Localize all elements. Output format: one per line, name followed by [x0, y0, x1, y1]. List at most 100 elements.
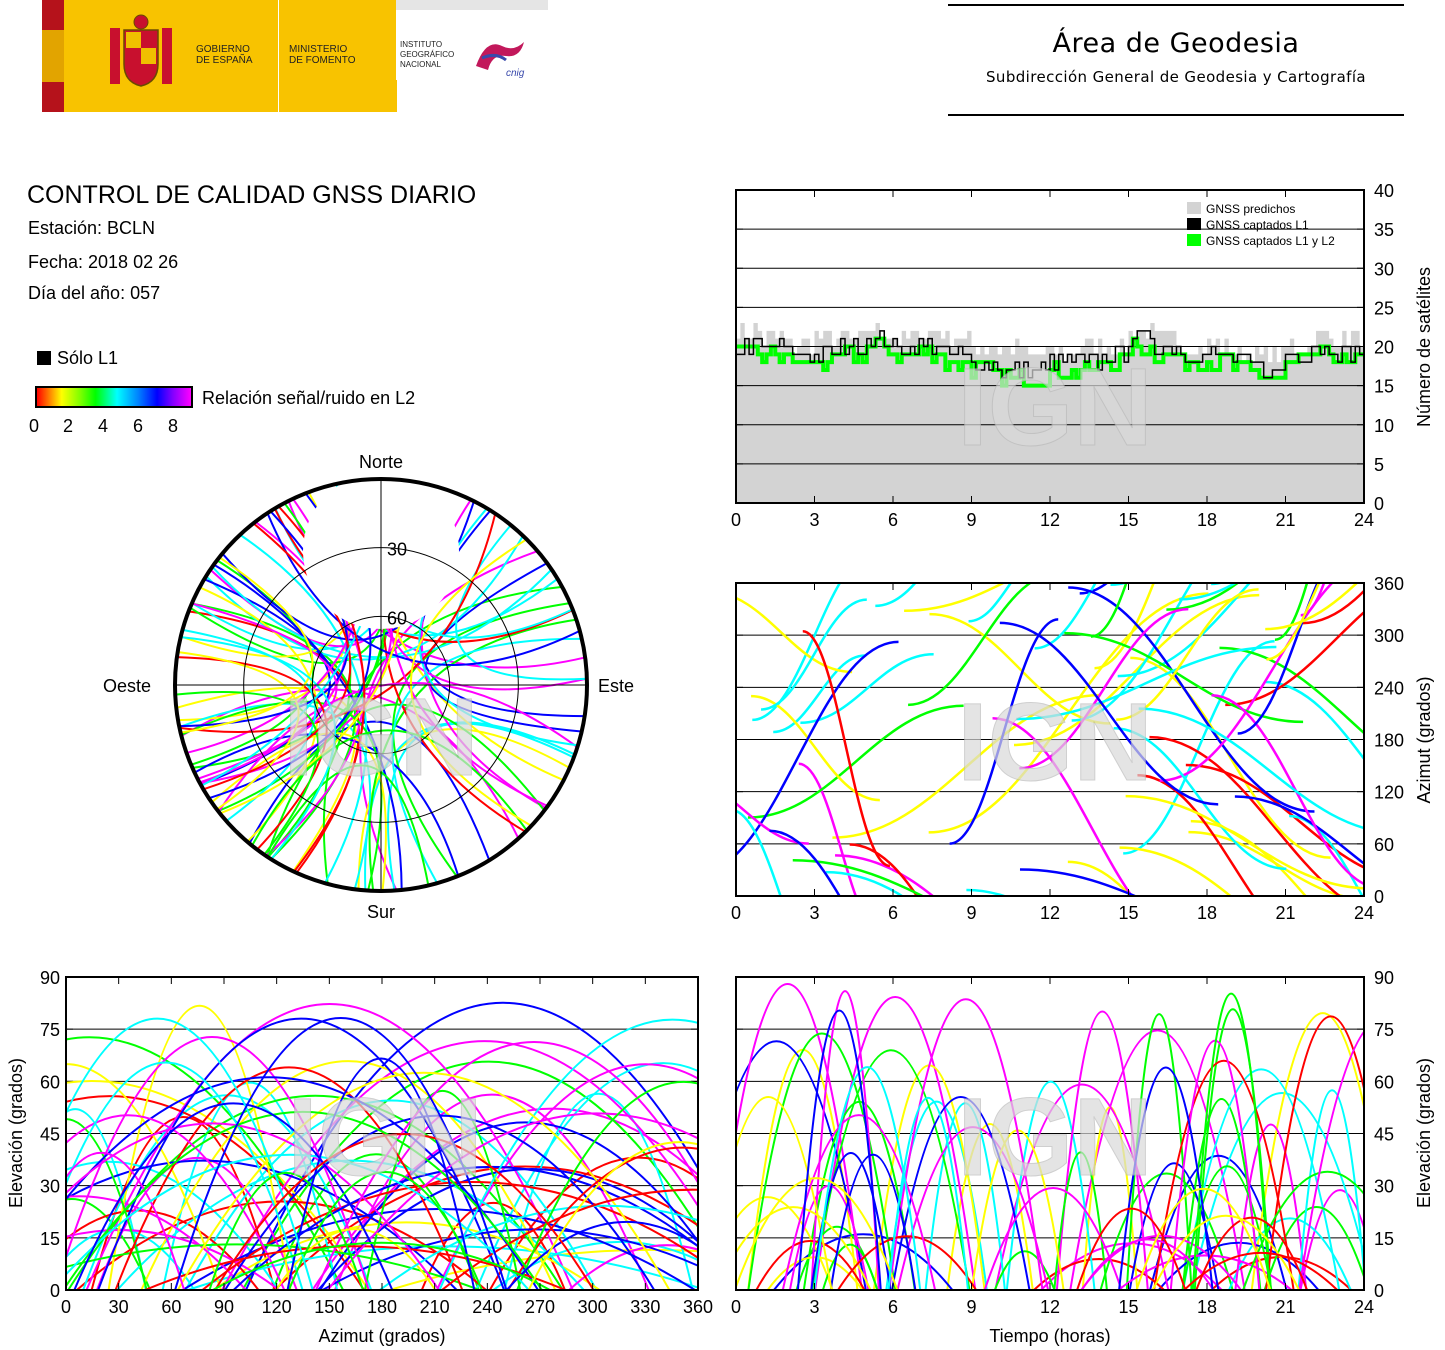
- series-l1-line: [736, 330, 1364, 379]
- satellite-track: [832, 693, 1102, 839]
- satellite-track: [66, 1114, 286, 1290]
- satellite-track: [315, 1040, 698, 1290]
- satellite-track: [747, 1032, 897, 1290]
- satellite-track: [802, 629, 891, 868]
- satellite-track: [1138, 707, 1364, 830]
- x-tick-label: 6: [888, 903, 898, 923]
- satellite-track: [221, 1040, 698, 1290]
- x-tick-label: 21: [1275, 510, 1295, 530]
- satellite-track: [208, 1171, 364, 1290]
- x-axis-label: Tiempo (horas): [989, 1326, 1110, 1346]
- station-label: Estación: BCLN: [28, 218, 156, 238]
- elevation-azimuth-chart: [65, 976, 699, 1291]
- satellite-track: [177, 650, 300, 811]
- y-tick-label: 45: [40, 1125, 60, 1145]
- y-tick-label: 0: [50, 1281, 60, 1301]
- x-tick-label: 9: [966, 903, 976, 923]
- satellite-track: [736, 1040, 867, 1290]
- satellite-track: [993, 1250, 1056, 1290]
- satellite-track: [180, 636, 337, 860]
- satellite-track: [747, 704, 964, 819]
- ring-label: 30: [387, 540, 407, 560]
- satellite-track: [96, 1156, 298, 1290]
- snr-tick: 0: [29, 416, 40, 436]
- x-tick-label: 360: [683, 1297, 713, 1317]
- satellite-track: [837, 1235, 977, 1290]
- x-tick-label: 15: [1118, 1297, 1138, 1317]
- satellite-track: [73, 1102, 394, 1290]
- satellite-track: [1153, 1059, 1295, 1290]
- x-tick-label: 120: [262, 1297, 292, 1317]
- satellite-track: [66, 1110, 543, 1290]
- y-tick-label: 10: [1374, 416, 1394, 436]
- satellite-track: [796, 1009, 882, 1290]
- satellite-track: [391, 637, 582, 884]
- satellite-track: [66, 1061, 304, 1290]
- x-tick-label: 24: [1354, 1297, 1374, 1317]
- satellite-track: [1080, 1238, 1215, 1290]
- satellite-track: [1159, 583, 1334, 782]
- satellite-track: [983, 1187, 1123, 1290]
- x-tick-label: 150: [314, 1297, 344, 1317]
- x-tick-label: 12: [1040, 903, 1060, 923]
- y-tick-label: 40: [1374, 181, 1394, 201]
- direction-north: Norte: [359, 452, 403, 472]
- satellite-track: [1250, 1012, 1364, 1290]
- satellite-track: [379, 1204, 698, 1290]
- satellite-track: [1135, 1188, 1272, 1290]
- ign-watermark: IGN: [287, 1076, 483, 1199]
- y-tick-label: 15: [40, 1229, 60, 1249]
- satellite-track: [1228, 1217, 1352, 1290]
- y-tick-label: 90: [1374, 968, 1394, 988]
- institution-logos: GOBIERNO DE ESPAÑA MINISTERIO DE FOMENTO I…: [42, 0, 548, 112]
- satellite-track: [475, 1062, 698, 1290]
- x-tick-label: 210: [420, 1297, 450, 1317]
- satellite-track: [66, 1122, 440, 1290]
- satellite-track: [568, 1244, 698, 1290]
- satellite-track: [213, 563, 403, 890]
- satellite-track: [1289, 814, 1364, 896]
- y-tick-label: 15: [1374, 1229, 1394, 1249]
- satellite-track: [1125, 794, 1364, 890]
- satellite-track: [203, 522, 352, 791]
- satellite-track: [1067, 860, 1133, 896]
- x-tick-label: 0: [731, 510, 741, 530]
- snr-colorbar: [35, 386, 193, 408]
- satellite-track: [194, 733, 460, 877]
- satellite-track: [736, 1206, 872, 1290]
- skyplot: [173, 477, 589, 893]
- satellite-track: [85, 1002, 574, 1290]
- y-tick-label: 60: [40, 1072, 60, 1092]
- y-tick-label: 30: [1374, 259, 1394, 279]
- y-tick-label: 20: [1374, 338, 1394, 358]
- legend-l1-label: Sólo L1: [57, 348, 119, 368]
- ign-watermark: IGN: [957, 346, 1153, 469]
- satellite-track: [455, 524, 587, 681]
- satellite-track: [835, 854, 935, 896]
- ring-label: 60: [387, 608, 407, 628]
- satellite-track: [1265, 1015, 1364, 1290]
- ign-label: INSTITUTO GEOGRÁFICO NACIONAL: [400, 40, 455, 69]
- satellite-track: [1137, 773, 1255, 896]
- satellite-track: [1298, 1030, 1364, 1290]
- satellite-track: [1130, 656, 1331, 859]
- cnig-emblem-icon: cnig: [476, 42, 525, 79]
- satellite-track: [1119, 846, 1233, 896]
- satellite-track: [813, 1066, 922, 1290]
- satellite-track: [66, 1017, 314, 1290]
- y-tick-label: 5: [1374, 455, 1384, 475]
- x-tick-label: 180: [367, 1297, 397, 1317]
- x-tick-label: 18: [1197, 1297, 1217, 1317]
- y-tick-label: 120: [1374, 783, 1404, 803]
- satellite-track: [1219, 646, 1364, 735]
- satellite-track: [441, 1188, 698, 1290]
- satellite-track: [1094, 583, 1155, 670]
- x-tick-label: 90: [214, 1297, 234, 1317]
- satellite-track: [180, 700, 383, 891]
- satellite-track: [736, 1095, 833, 1290]
- satellite-track: [1225, 610, 1364, 707]
- area-subtitle: Subdirección General de Geodesia y Carto…: [986, 68, 1366, 86]
- y-tick-label: 30: [40, 1177, 60, 1197]
- satellite-track: [1191, 992, 1271, 1290]
- satellite-track: [1195, 1216, 1308, 1290]
